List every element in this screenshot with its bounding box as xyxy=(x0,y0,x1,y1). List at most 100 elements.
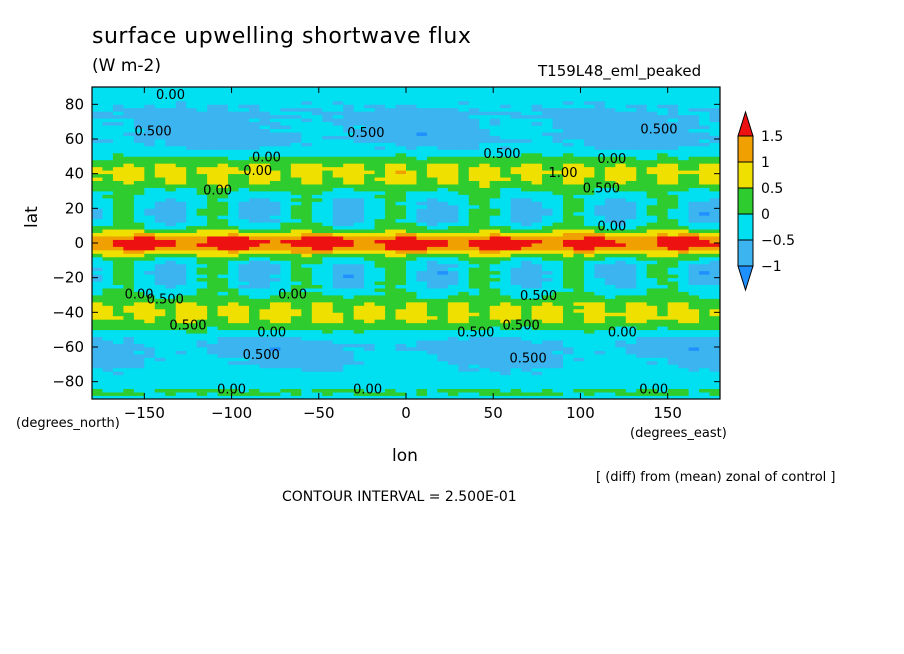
heatmap-cell xyxy=(437,274,449,279)
heatmap-cell xyxy=(479,222,491,227)
heatmap-cell xyxy=(489,315,501,320)
heatmap-cell xyxy=(175,152,187,157)
heatmap-cell xyxy=(416,152,428,157)
heatmap-cell xyxy=(699,125,710,129)
heatmap-cell xyxy=(395,166,407,171)
heatmap-cell xyxy=(657,301,669,306)
heatmap-cell xyxy=(364,301,375,306)
heatmap-cell xyxy=(615,392,627,396)
heatmap-cell xyxy=(688,118,700,123)
heatmap-cell xyxy=(531,388,543,393)
heatmap-cell xyxy=(552,191,564,195)
heatmap-cell xyxy=(165,340,177,344)
heatmap-cell xyxy=(699,388,710,393)
heatmap-cell xyxy=(594,340,606,344)
heatmap-cell xyxy=(531,246,543,251)
heatmap-cell xyxy=(395,319,407,324)
heatmap-cell xyxy=(196,152,208,157)
heatmap-cell xyxy=(112,298,124,303)
heatmap-cell xyxy=(269,333,281,337)
heatmap-cell xyxy=(636,145,648,150)
heatmap-cell xyxy=(228,360,239,365)
heatmap-cell xyxy=(217,201,229,206)
heatmap-cell xyxy=(688,225,700,230)
heatmap-cell xyxy=(102,298,114,303)
heatmap-cell xyxy=(416,308,428,313)
heatmap-cell xyxy=(458,218,470,223)
heatmap-cell xyxy=(102,322,114,327)
heatmap-cell xyxy=(395,388,407,393)
heatmap-cell xyxy=(249,319,260,324)
heatmap-cell xyxy=(426,256,438,261)
heatmap-cell xyxy=(531,173,543,178)
heatmap-cell xyxy=(154,388,166,393)
heatmap-cell xyxy=(385,381,396,386)
heatmap-cell xyxy=(563,246,574,251)
heatmap-cell xyxy=(322,163,334,168)
heatmap-cell xyxy=(144,260,156,265)
heatmap-cell xyxy=(542,284,553,289)
heatmap-cell xyxy=(123,357,135,362)
heatmap-cell xyxy=(468,333,480,337)
heatmap-cell xyxy=(468,281,480,285)
heatmap-cell xyxy=(510,239,522,244)
heatmap-cell xyxy=(259,353,271,358)
heatmap-cell xyxy=(489,225,501,230)
heatmap-cell xyxy=(112,145,124,150)
heatmap-cell xyxy=(416,385,428,389)
heatmap-cell xyxy=(144,187,156,192)
heatmap-cell xyxy=(426,385,438,389)
heatmap-cell xyxy=(364,236,375,240)
heatmap-cell xyxy=(406,149,417,154)
heatmap-cell xyxy=(395,312,407,317)
heatmap-cell xyxy=(269,139,281,143)
heatmap-cell xyxy=(552,249,564,254)
heatmap-cell xyxy=(458,281,470,285)
heatmap-cell xyxy=(311,374,323,379)
heatmap-cell xyxy=(699,204,710,209)
heatmap-cell xyxy=(207,149,218,154)
heatmap-cell xyxy=(646,364,658,369)
heatmap-cell xyxy=(531,374,543,379)
heatmap-cell xyxy=(311,263,323,268)
heatmap-cell xyxy=(447,367,459,372)
heatmap-cell xyxy=(573,218,585,223)
heatmap-cell xyxy=(123,135,135,140)
heatmap-cell xyxy=(678,152,689,157)
heatmap-cell xyxy=(228,288,239,292)
heatmap-cell xyxy=(447,128,459,133)
heatmap-cell xyxy=(175,367,187,372)
heatmap-cell xyxy=(552,298,564,303)
heatmap-cell xyxy=(259,357,271,362)
heatmap-cell xyxy=(563,350,574,355)
heatmap-cell xyxy=(92,191,103,195)
heatmap-cell xyxy=(269,298,281,303)
heatmap-cell xyxy=(290,284,302,289)
heatmap-cell xyxy=(322,215,334,220)
heatmap-cell xyxy=(395,180,407,185)
heatmap-cell xyxy=(678,139,689,143)
heatmap-cell xyxy=(667,308,679,313)
heatmap-cell xyxy=(406,388,417,393)
heatmap-cell xyxy=(196,350,208,355)
heatmap-cell xyxy=(269,360,281,365)
heatmap-cell xyxy=(133,333,145,337)
heatmap-cell xyxy=(269,288,281,292)
heatmap-cell xyxy=(343,166,355,171)
heatmap-cell xyxy=(280,392,292,396)
heatmap-cell xyxy=(636,187,648,192)
heatmap-cell xyxy=(102,107,114,112)
heatmap-cell xyxy=(290,270,302,275)
heatmap-cell xyxy=(552,218,564,223)
heatmap-cell xyxy=(332,312,344,317)
heatmap-cell xyxy=(374,374,386,379)
heatmap-cell xyxy=(657,166,669,171)
heatmap-cell xyxy=(646,128,658,133)
heatmap-cell xyxy=(112,249,124,254)
heatmap-cell xyxy=(437,180,449,185)
heatmap-cell xyxy=(667,225,679,230)
heatmap-cell xyxy=(112,222,124,227)
heatmap-cell xyxy=(688,177,700,181)
heatmap-cell xyxy=(374,277,386,282)
heatmap-cell xyxy=(374,163,386,168)
